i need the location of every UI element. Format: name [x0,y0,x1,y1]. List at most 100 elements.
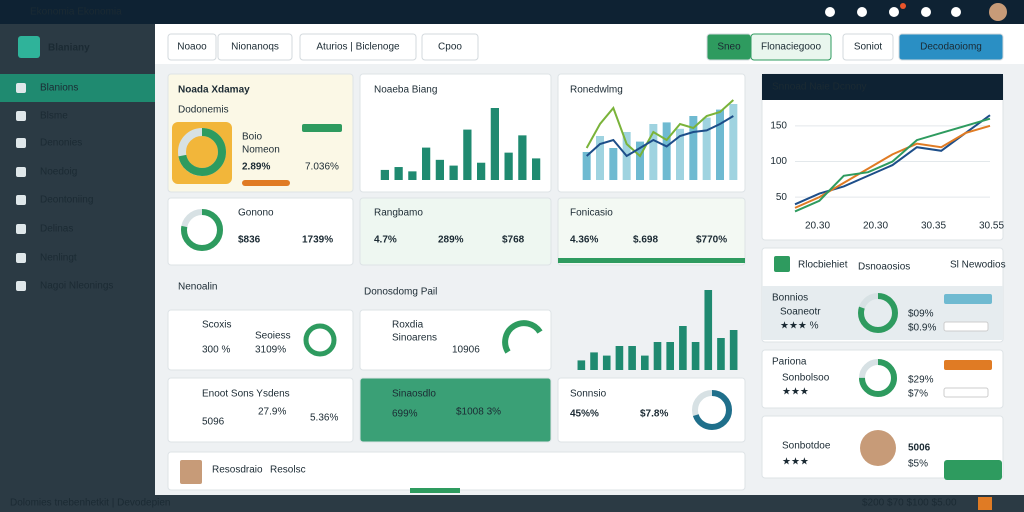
button[interactable] [898,33,1004,61]
label: Roxdia [392,320,424,331]
icon[interactable] [921,7,931,17]
label: Fonicasio [570,208,613,219]
bar [463,129,472,180]
menu-icon [16,138,26,148]
icon [774,256,790,272]
button-label[interactable]: Decodaoiomg [920,42,982,53]
menu-item[interactable]: Delinas [40,224,73,235]
label: 5006 [908,443,931,454]
label: Boio [242,132,262,143]
menu-item[interactable]: Blsme [40,111,68,122]
button-label[interactable]: Soniot [854,42,883,53]
label: Rangbamo [374,208,423,219]
bar [532,158,541,180]
tab-label[interactable]: Noaoo [177,42,207,53]
x-tick-label: 20.30 [805,221,830,232]
logo: Blaniany [48,43,90,54]
menu-icon [16,83,26,93]
menu-item[interactable]: Denonies [40,138,82,149]
tag [943,387,989,398]
bar [596,136,604,180]
bar [704,290,713,370]
icon[interactable] [951,7,961,17]
progress [242,180,290,186]
label: 4.36% [570,235,598,246]
bar [729,104,738,180]
gauge [502,320,543,354]
menu-icon [16,281,26,291]
button-label[interactable]: Sneo [717,42,741,53]
tab[interactable] [217,33,293,61]
icon[interactable] [825,7,835,17]
bar [602,355,611,370]
tab[interactable] [299,33,417,61]
donut-arc [692,390,732,430]
label: $7% [908,389,928,400]
button[interactable] [750,33,832,61]
ring [303,323,337,357]
menu-icon [16,195,26,205]
menu-item[interactable]: Noedoig [40,167,77,178]
card [557,377,746,443]
icon[interactable] [857,7,867,17]
label: Gonono [238,208,274,219]
label: Pariona [772,357,807,368]
button-label[interactable]: Flonaciegooo [761,42,821,53]
tab-label[interactable]: Aturios | Biclenoge [316,42,400,53]
label: Noada Xdamay [178,85,250,96]
label: $.698 [633,235,658,246]
bar [676,128,684,180]
bar [408,171,417,180]
label: 10906 [452,345,480,356]
bar [679,326,687,370]
tab-label[interactable]: Nionanoqs [231,42,279,53]
card [557,197,746,266]
y-tick-label: 50 [776,192,788,203]
tag [943,321,989,332]
avatar [180,460,202,484]
label: Soaneotr [780,307,821,318]
tab[interactable] [421,33,479,61]
avatar[interactable] [989,3,1007,21]
x-tick-label: 20.30 [863,221,888,232]
avatar [860,430,896,466]
bar [577,360,586,370]
label: Bonnios [772,293,808,304]
bar [641,355,649,370]
label: Nomeon [242,145,280,156]
label: Dodonemis [178,105,229,116]
label: Seoiess [255,331,291,342]
donut-arc [859,359,897,397]
label: 300 % [202,345,230,356]
card [359,73,552,193]
menu-icon [16,253,26,263]
button[interactable] [842,33,894,61]
card [359,377,552,443]
bar [435,159,444,180]
tab-label[interactable]: Cpoo [438,42,462,53]
icon[interactable] [889,7,899,17]
bar [518,135,527,180]
label: 45%% [570,409,599,420]
card [167,377,354,443]
menu-item[interactable]: Blanions [40,83,78,94]
bar [609,148,618,180]
label: 699% [392,409,418,420]
label: Nenoalin [178,282,217,293]
status-bar [0,495,1024,512]
menu-item[interactable]: Nenlingt [40,253,77,264]
label: Rlocbiehiet [798,260,848,271]
x-tick-label: 30.55 [979,221,1004,232]
menu-item[interactable]: Deontoniing [40,195,93,206]
label: Scoxis [202,320,231,331]
bar [380,169,389,180]
bar [717,338,725,370]
tab[interactable] [167,33,217,61]
label: Resolsc [270,465,306,476]
menu-item[interactable]: Nagoi Nleonings [40,281,113,292]
panel-header [762,74,1003,100]
bar [729,330,738,370]
bar [504,152,513,180]
button[interactable] [944,460,1002,480]
line [585,115,734,158]
